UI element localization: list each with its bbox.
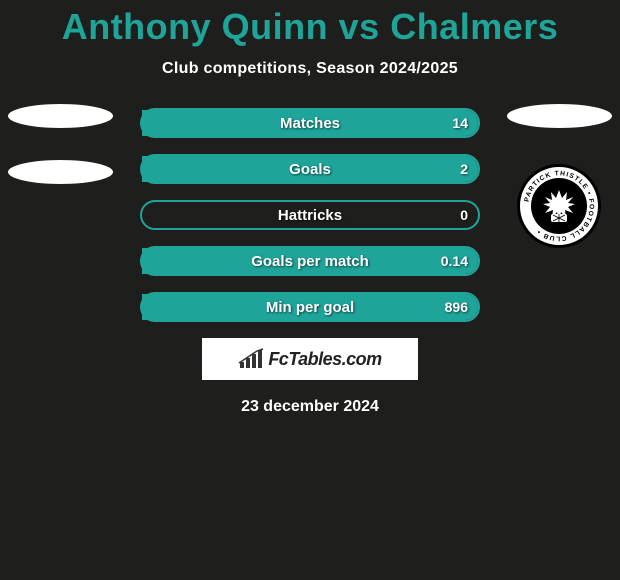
stat-right-value: 14 <box>452 115 468 131</box>
date-text: 23 december 2024 <box>0 398 620 416</box>
club-badge-ring-text: PARTICK THISTLE • FOOTBALL CLUB • <box>520 167 598 245</box>
placeholder-badge-icon <box>8 104 113 128</box>
right-player-badges: PARTICK THISTLE • FOOTBALL CLUB • <box>507 104 612 248</box>
svg-text:PARTICK THISTLE • FOOTBALL CLU: PARTICK THISTLE • FOOTBALL CLUB • <box>524 170 595 241</box>
stat-row: Goals 2 <box>140 154 480 184</box>
club-badge: PARTICK THISTLE • FOOTBALL CLUB • <box>517 164 601 248</box>
stat-label: Goals <box>289 161 331 178</box>
placeholder-badge-icon <box>507 104 612 128</box>
stat-right-value: 896 <box>445 299 468 315</box>
left-player-badges <box>8 104 113 216</box>
placeholder-badge-icon <box>8 160 113 184</box>
bar-chart-icon <box>238 348 264 370</box>
stat-label: Hattricks <box>278 207 342 224</box>
stat-right-value: 0 <box>460 207 468 223</box>
stat-row: Hattricks 0 <box>140 200 480 230</box>
stats-bars: Matches 14 Goals 2 Hattricks 0 Goals per match… <box>140 108 480 322</box>
stat-label: Matches <box>280 115 340 132</box>
stat-right-value: 0.14 <box>441 253 468 269</box>
page-title: Anthony Quinn vs Chalmers <box>0 0 620 48</box>
subtitle: Club competitions, Season 2024/2025 <box>0 60 620 78</box>
brand-text: FcTables.com <box>268 349 381 370</box>
brand-logo: FcTables.com <box>202 338 418 380</box>
comparison-content: PARTICK THISTLE • FOOTBALL CLUB • Matche… <box>0 108 620 416</box>
stat-label: Min per goal <box>266 299 354 316</box>
stat-row: Matches 14 <box>140 108 480 138</box>
stat-row: Goals per match 0.14 <box>140 246 480 276</box>
stat-row: Min per goal 896 <box>140 292 480 322</box>
stat-right-value: 2 <box>460 161 468 177</box>
stat-label: Goals per match <box>251 253 369 270</box>
